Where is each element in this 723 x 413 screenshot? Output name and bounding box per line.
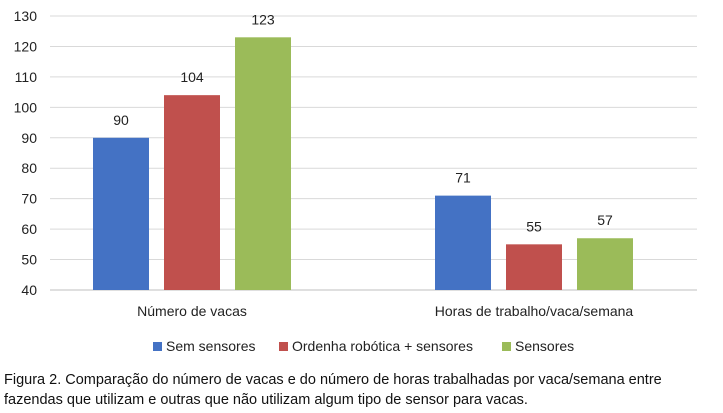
- bar: [235, 37, 291, 290]
- y-tick-label: 60: [21, 221, 37, 237]
- y-tick-label: 80: [21, 160, 37, 176]
- legend-swatch: [502, 342, 511, 351]
- y-axis-ticks: 40 50 60 70 80 90 100 110 120 130: [14, 8, 38, 298]
- legend: Sem sensores Ordenha robótica + sensores S…: [153, 338, 574, 354]
- legend-swatch: [153, 342, 162, 351]
- data-labels: 90 104 123 71 55 57: [113, 11, 613, 234]
- bar: [506, 244, 562, 290]
- figure-caption: Figura 2. Comparação do número de vacas …: [4, 372, 662, 408]
- y-tick-label: 120: [14, 38, 38, 54]
- data-label: 55: [526, 218, 542, 234]
- y-tick-label: 70: [21, 191, 37, 207]
- legend-item: Sem sensores: [153, 338, 255, 354]
- data-label: 71: [455, 170, 471, 186]
- gridlines: [50, 15, 697, 291]
- bar: [93, 137, 149, 290]
- data-label: 123: [251, 11, 275, 27]
- bar: [577, 238, 633, 290]
- y-tick-label: 130: [14, 8, 38, 24]
- legend-item: Sensores: [502, 338, 574, 354]
- legend-label: Ordenha robótica + sensores: [292, 338, 473, 354]
- bars: [93, 37, 633, 291]
- legend-label: Sensores: [515, 338, 574, 354]
- y-tick-label: 110: [15, 69, 38, 85]
- data-label: 90: [113, 112, 129, 128]
- legend-swatch: [279, 342, 288, 351]
- y-tick-label: 100: [14, 99, 38, 115]
- bar: [164, 95, 220, 291]
- legend-label: Sem sensores: [166, 338, 255, 354]
- legend-item: Ordenha robótica + sensores: [279, 338, 473, 354]
- x-category-label: Número de vacas: [137, 303, 247, 319]
- bar: [435, 195, 491, 290]
- x-axis-categories: Número de vacas Horas de trabalho/vaca/se…: [137, 303, 633, 319]
- y-tick-label: 40: [21, 282, 37, 298]
- data-label: 104: [180, 69, 204, 85]
- x-category-label: Horas de trabalho/vaca/semana: [435, 303, 634, 319]
- y-tick-label: 50: [21, 252, 37, 268]
- data-label: 57: [597, 212, 613, 228]
- y-tick-label: 90: [21, 130, 37, 146]
